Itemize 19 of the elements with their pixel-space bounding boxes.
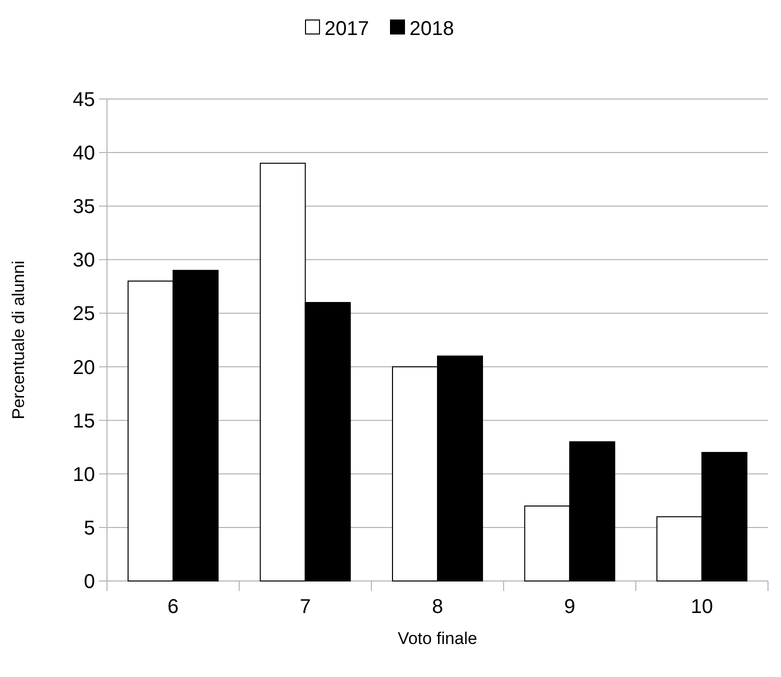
y-tick-label: 25 — [72, 303, 95, 326]
y-tick-label: 10 — [72, 464, 95, 486]
x-tick-label: 6 — [168, 596, 179, 618]
y-tick-label: 45 — [72, 89, 95, 111]
y-tick-label: 15 — [72, 410, 95, 432]
legend-label: 2018 — [410, 18, 454, 40]
x-tick-label: 10 — [690, 596, 714, 618]
x-axis-title: Voto finale — [398, 629, 478, 648]
y-tick-label: 30 — [72, 250, 95, 272]
y-tick-label: 5 — [84, 517, 95, 540]
x-tick-label: 7 — [300, 596, 311, 618]
y-tick-label: 35 — [72, 196, 95, 218]
y-axis-title: Percentuale di alunni — [9, 260, 28, 420]
y-tick-label: 40 — [72, 142, 95, 165]
y-tick-label: 0 — [84, 571, 95, 593]
legend-label: 2017 — [324, 18, 369, 40]
x-tick-label: 8 — [432, 596, 444, 618]
x-tick-label: 9 — [564, 596, 576, 618]
y-tick-label: 20 — [72, 356, 95, 379]
